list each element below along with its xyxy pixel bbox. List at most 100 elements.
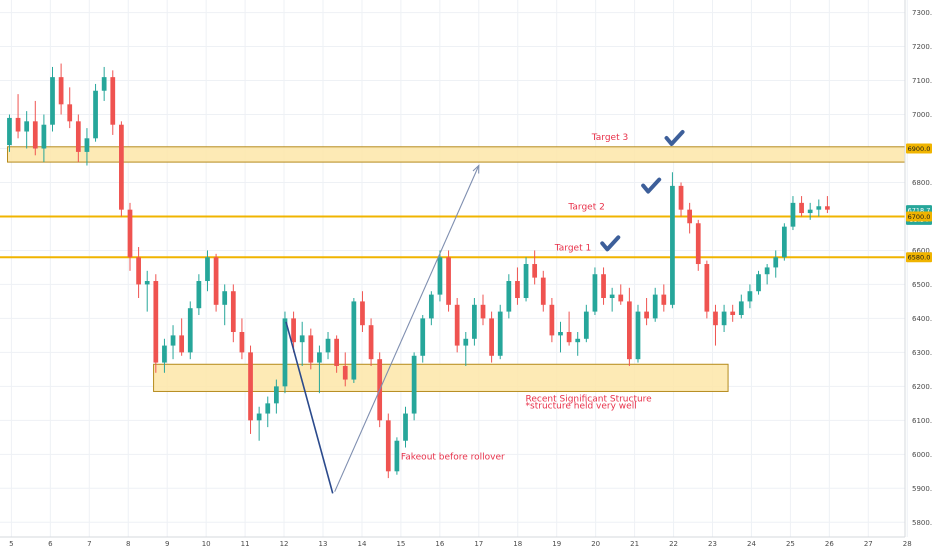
candle-body xyxy=(248,352,253,421)
candle-body xyxy=(790,202,796,227)
candle-body xyxy=(110,77,116,125)
x-tick-label: 20 xyxy=(591,540,600,548)
candle-body xyxy=(351,301,357,380)
checkmark-icon xyxy=(641,177,662,194)
y-tick-label: 7000.0 xyxy=(912,111,932,119)
candle-body xyxy=(446,257,451,305)
candle-body xyxy=(558,331,563,336)
candle-body xyxy=(230,291,236,332)
candle-body xyxy=(489,318,494,356)
candle-body xyxy=(583,311,589,339)
x-tick-label: 16 xyxy=(435,540,444,548)
price-tag-label: 6900.0 xyxy=(908,145,931,153)
candle-body xyxy=(75,121,81,152)
candles xyxy=(7,63,830,479)
candle-body xyxy=(799,202,804,214)
candle-body xyxy=(747,291,753,302)
candle-body xyxy=(32,121,38,149)
candle-body xyxy=(713,311,718,326)
x-tick-label: 19 xyxy=(552,540,561,548)
candle-body xyxy=(84,138,90,152)
candle-body xyxy=(7,117,12,146)
candle-body xyxy=(385,420,391,472)
y-tick-label: 7200.0 xyxy=(912,43,932,51)
grid-lines xyxy=(0,0,908,537)
candle-body xyxy=(360,301,365,326)
y-tick-label: 6200.0 xyxy=(912,383,932,391)
y-tick-label: 6500.0 xyxy=(912,281,932,289)
x-tick-label: 27 xyxy=(864,540,873,548)
x-tick-label: 7 xyxy=(87,540,91,548)
x-tick-label: 13 xyxy=(319,540,328,548)
projection-arrow-line xyxy=(334,165,480,492)
candle-body xyxy=(635,311,641,360)
candle-body xyxy=(282,318,288,387)
x-tick-label: 6 xyxy=(48,540,53,548)
annotation-text: Target 1 xyxy=(554,243,591,253)
candle-body xyxy=(205,257,210,282)
candle-body xyxy=(273,386,279,404)
candle-body xyxy=(127,209,133,258)
candle-body xyxy=(187,308,193,353)
candle-body xyxy=(773,257,779,268)
candle-body xyxy=(497,311,503,356)
downtrend-line xyxy=(285,321,334,494)
y-tick-label: 5800.0 xyxy=(912,519,932,527)
y-tick-label: 6000.0 xyxy=(912,451,932,459)
candle-body xyxy=(24,121,30,132)
y-tick-label: 7100.0 xyxy=(912,77,932,85)
candle-body xyxy=(308,335,314,363)
candle-body xyxy=(618,294,624,302)
x-tick-label: 10 xyxy=(202,540,211,548)
price-tag xyxy=(906,211,932,222)
candle-body xyxy=(317,352,322,363)
candle-body xyxy=(730,311,736,316)
candle-body xyxy=(342,365,348,380)
y-tick-label: 7300.0 xyxy=(912,9,932,17)
candle-body xyxy=(368,325,374,360)
candle-body xyxy=(721,311,727,326)
candle-body xyxy=(472,304,477,339)
x-tick-label: 15 xyxy=(396,540,405,548)
candle-body xyxy=(162,345,167,363)
candle-body xyxy=(403,413,408,441)
candle-body xyxy=(41,124,47,149)
candle-body xyxy=(136,257,141,285)
candle-body xyxy=(291,318,296,343)
candle-body xyxy=(420,318,426,356)
candle-body xyxy=(540,277,546,305)
price-tag-label: 6700.0 xyxy=(908,213,931,221)
price-tag-label: 6718.7 xyxy=(908,206,931,214)
candle-body xyxy=(119,124,124,210)
candle-body xyxy=(179,335,185,353)
candle-body xyxy=(609,294,615,299)
candle-body xyxy=(437,257,443,295)
candle-body xyxy=(816,206,822,210)
projection-arrow-head xyxy=(472,164,480,174)
candle-body xyxy=(566,331,572,343)
candle-body xyxy=(549,304,555,336)
candle-body xyxy=(807,209,813,214)
horizontal-lines xyxy=(0,215,905,259)
candle-body xyxy=(67,104,73,122)
x-tick-label: 25 xyxy=(786,540,795,548)
candle-body xyxy=(695,223,701,265)
candle-body xyxy=(325,338,331,353)
candle-body xyxy=(101,77,107,91)
candle-body xyxy=(704,264,710,312)
x-tick-label: 11 xyxy=(241,540,250,548)
x-tick-label: 18 xyxy=(513,540,522,548)
candle-body xyxy=(532,264,538,278)
x-tick-label: 5 xyxy=(9,540,13,548)
x-tick-label: 26 xyxy=(825,540,834,548)
candle-body xyxy=(601,274,606,299)
annotation-text: Fakeout before rollover xyxy=(401,452,505,462)
price-tag xyxy=(906,143,932,154)
x-tick-label: 24 xyxy=(747,540,756,548)
price-tag xyxy=(906,252,932,263)
candle-body xyxy=(454,304,460,346)
candle-body xyxy=(93,90,98,139)
